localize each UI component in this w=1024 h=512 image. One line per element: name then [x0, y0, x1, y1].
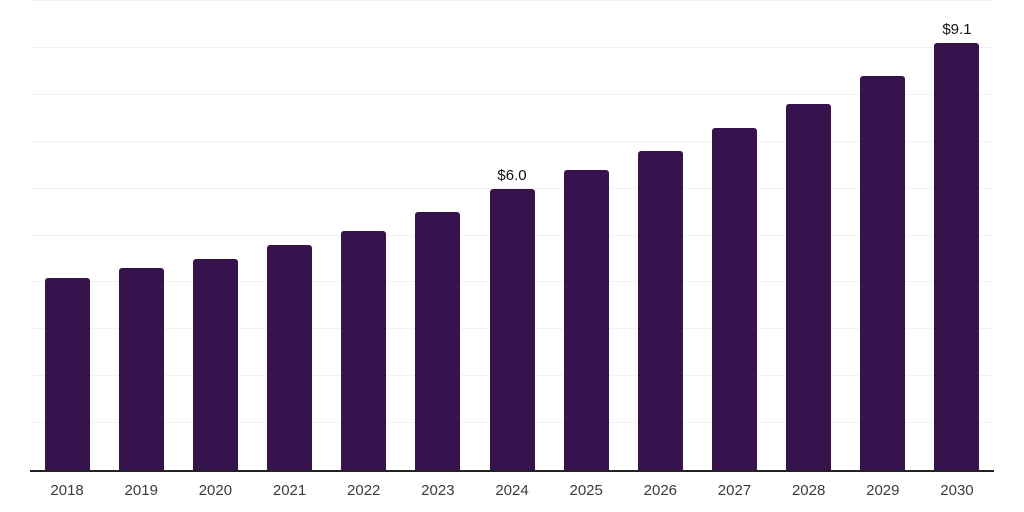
- x-tick-2020: 2020: [198, 482, 233, 499]
- bar-2028: [786, 104, 832, 470]
- bars: $6.0 $9.1: [30, 1, 994, 470]
- bar-column-2022: [327, 1, 401, 470]
- bar-column-2025: [549, 1, 623, 470]
- bar-2030: [934, 43, 980, 470]
- x-axis-labels: 2018 2019 2020 2021 2022 2023 2024 2025 2026 2027…: [30, 481, 994, 500]
- bar-2025: [563, 169, 609, 470]
- bar-2024: [489, 188, 535, 470]
- bar-column-2021: [252, 1, 326, 470]
- bar-column-2027: [697, 1, 771, 470]
- bar-column-2030: $9.1: [920, 1, 994, 470]
- bar-column-2029: [846, 1, 920, 470]
- bar-2023: [415, 212, 461, 470]
- bar-column-2024: $6.0: [475, 1, 549, 470]
- x-tick-2026: 2026: [643, 482, 678, 499]
- bar-column-2020: [178, 1, 252, 470]
- x-tick-2019: 2019: [124, 482, 158, 499]
- bar-column-2028: [772, 1, 846, 470]
- bar-2029: [860, 76, 906, 470]
- x-tick-2025: 2025: [569, 482, 603, 499]
- x-tick-2023: 2023: [421, 482, 455, 499]
- bar-2021: [267, 244, 313, 470]
- bar-column-2026: [623, 1, 697, 470]
- x-tick-2018: 2018: [50, 482, 84, 499]
- plot-area: $6.0 $9.1: [30, 0, 994, 472]
- value-label-2030: $9.1: [942, 21, 972, 39]
- x-tick-2021: 2021: [272, 482, 307, 499]
- bar-2026: [637, 151, 683, 470]
- x-tick-2022: 2022: [347, 482, 381, 499]
- bar-2022: [341, 230, 387, 470]
- bar-column-2018: [30, 1, 104, 470]
- bar-2020: [192, 258, 238, 470]
- bar-column-2023: [401, 1, 475, 470]
- x-tick-2030: 2030: [940, 482, 974, 499]
- bar-2019: [118, 268, 164, 470]
- bar-column-2019: [104, 1, 178, 470]
- value-label-2024: $6.0: [497, 166, 527, 184]
- x-tick-2027: 2027: [717, 482, 752, 499]
- bar-2027: [711, 127, 757, 470]
- bar-2018: [44, 277, 90, 470]
- x-tick-2024: 2024: [495, 482, 529, 499]
- x-tick-2028: 2028: [791, 482, 826, 499]
- x-tick-2029: 2029: [866, 482, 900, 499]
